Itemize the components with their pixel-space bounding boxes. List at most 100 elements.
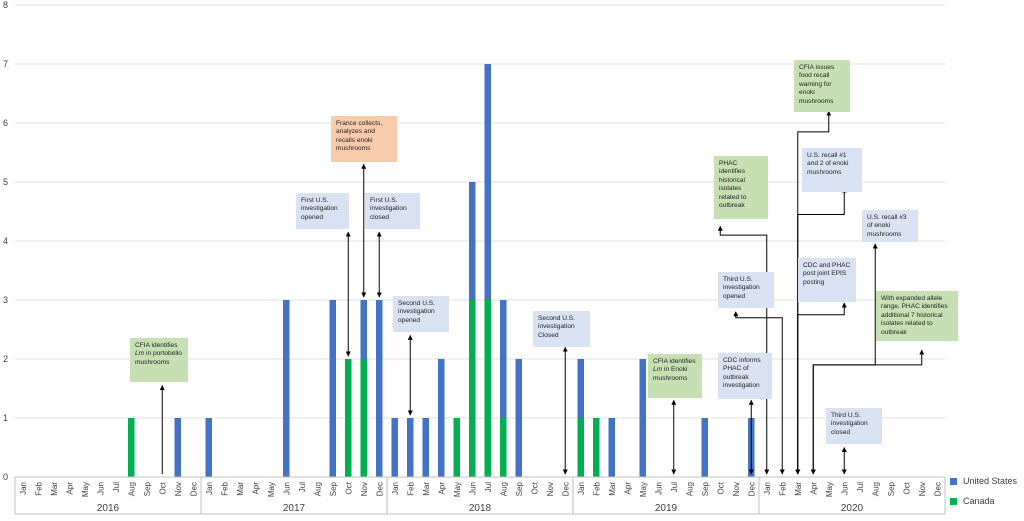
x-tick-label: Jun (282, 482, 291, 495)
x-tick-label: May (639, 482, 648, 497)
arrow-phac-historical (717, 225, 770, 475)
annotation-third-us-closed: Third U.S. investigation closed (826, 408, 882, 444)
annotation-expanded-allele: With expanded allele range, PHAC identif… (876, 291, 958, 341)
x-tick-label: Sep (887, 481, 896, 496)
x-tick-label: Oct (716, 481, 725, 494)
annotation-second-us-closed: Second U.S. investigation Closed (533, 311, 590, 347)
x-tick-label: Jan (19, 482, 28, 495)
annotation-third-us-open: Third U.S. investigation opened (718, 272, 774, 308)
annotation-phac-historical: PHAC identifies historical isolates rela… (714, 156, 768, 219)
x-axis: Jan Feb Mar Apr May Jun Jul Aug Sep Oct Nov Dec Jan F… (14, 476, 946, 515)
annotation-france: France collects, analyzes and recalls en… (331, 116, 397, 162)
x-tick-label: Mar (50, 482, 59, 496)
x-tick-label: Jan (577, 482, 586, 495)
arrow-expanded-allele (810, 349, 925, 475)
x-tick-label: Sep (143, 481, 152, 496)
annotation-text: With expanded allele range, PHAC identif… (881, 295, 948, 336)
annotation-text: Second U.S. investigation opened (398, 300, 436, 324)
annotation-text: U.S. recall #3 of enoki mushrooms (867, 214, 907, 238)
annotation-text: France collects, analyzes and recalls en… (336, 120, 383, 153)
annotation-us-recall-12: U.S. recall #1 and 2 of enoki mushrooms (802, 148, 862, 192)
x-tick-label: Apr (437, 482, 446, 495)
x-tick-label: Dec (375, 482, 384, 496)
bars (127, 64, 755, 477)
bar-canada (453, 418, 461, 477)
bar-united-states (205, 418, 213, 477)
x-tick-label: Feb (220, 481, 229, 495)
x-tick-label: Apr (809, 482, 818, 495)
x-tick-label: Aug (313, 482, 322, 496)
legend-swatch (950, 478, 957, 485)
bar-united-states (375, 300, 383, 477)
x-tick-label: Jul (856, 482, 865, 492)
bar-united-states (174, 418, 182, 477)
legend-item-canada: Canada (950, 496, 1017, 506)
annotation-text: First U.S. investigation closed (370, 197, 407, 221)
annotation-first-us-open: First U.S. investigation opened (296, 193, 349, 229)
x-tick-label: Jul (298, 482, 307, 492)
annotation-cfia-recall: CFIA issues food recall warning for enok… (794, 60, 850, 112)
x-tick-label: Oct (158, 481, 167, 494)
bar-united-states (639, 359, 647, 477)
legend-label: Canada (963, 496, 995, 506)
legend: United States Canada (950, 476, 1017, 506)
annotation-text: CDC and PHAC post joint EPIS posting (803, 262, 851, 286)
bar-united-states (608, 418, 616, 477)
y-tick-label: 2 (3, 354, 8, 364)
x-tick-label: Feb (592, 481, 601, 495)
x-tick-label: Sep (701, 481, 710, 496)
x-tick-label: Jun (96, 482, 105, 495)
x-tick-label: Sep (329, 481, 338, 496)
arrow-cdc-phac-epis (795, 302, 847, 475)
x-tick-label: Aug (871, 482, 880, 496)
year-label: 2018 (469, 503, 492, 514)
bar-united-states (484, 64, 492, 300)
x-tick-label: Mar (608, 482, 617, 496)
x-tick-label: May (453, 482, 462, 497)
x-tick-label: Aug (685, 482, 694, 496)
x-tick-label: Nov (546, 482, 555, 496)
x-tick-label: Jan (205, 482, 214, 495)
annotation-cfia-enoki: CFIA identifies Lm in Enoki mushrooms (648, 354, 702, 398)
annotation-text: First U.S. investigation opened (301, 197, 338, 221)
x-tick-label: May (267, 482, 276, 497)
x-tick-label: Nov (732, 482, 741, 496)
bar-united-states (515, 359, 523, 477)
annotation-text-post: in portobello mushrooms (135, 350, 182, 366)
y-axis-ticks: 0 1 2 3 4 5 6 7 8 (3, 0, 8, 482)
bar-united-states (360, 300, 368, 359)
x-tick-label: Nov (174, 482, 183, 496)
year-label: 2017 (283, 503, 306, 514)
bar-united-states (499, 300, 507, 418)
bar-united-states (406, 418, 414, 477)
x-tick-label: Feb (406, 481, 415, 495)
x-tick-label: Mar (794, 482, 803, 496)
bar-united-states (437, 359, 445, 477)
year-label: 2019 (655, 503, 678, 514)
bar-canada (360, 359, 368, 477)
annotation-first-us-closed: First U.S. investigation closed (365, 193, 420, 229)
x-tick-label: Dec (561, 482, 570, 496)
x-tick-label: Dec (189, 482, 198, 496)
annotation-text-post: in Enoki mushrooms (653, 366, 688, 382)
annotation-text-pre: CFIA identifies (135, 342, 178, 349)
bar-united-states (422, 418, 430, 477)
bar-united-states (329, 300, 337, 477)
x-tick-label: May (825, 482, 834, 497)
year-label: 2016 (97, 503, 120, 514)
x-tick-label: Apr (623, 482, 632, 495)
x-tick-label: Jun (840, 482, 849, 495)
y-tick-label: 0 (3, 472, 8, 482)
x-tick-label: Dec (933, 482, 942, 496)
annotation-text: CFIA issues food recall warning for enok… (799, 64, 835, 105)
x-tick-label: Mar (422, 482, 431, 496)
annotation-text: Third U.S. investigation opened (723, 276, 760, 300)
y-tick-label: 3 (3, 295, 8, 305)
x-tick-label: Oct (530, 481, 539, 494)
bar-united-states (391, 418, 399, 477)
annotation-cfia-portobello: CFIA identifies Lm in portobello mushroo… (130, 338, 188, 382)
x-tick-label: Aug (499, 482, 508, 496)
x-tick-label: Feb (778, 481, 787, 495)
y-tick-label: 1 (3, 413, 8, 423)
annotation-text-pre: CFIA identifies (653, 358, 696, 365)
